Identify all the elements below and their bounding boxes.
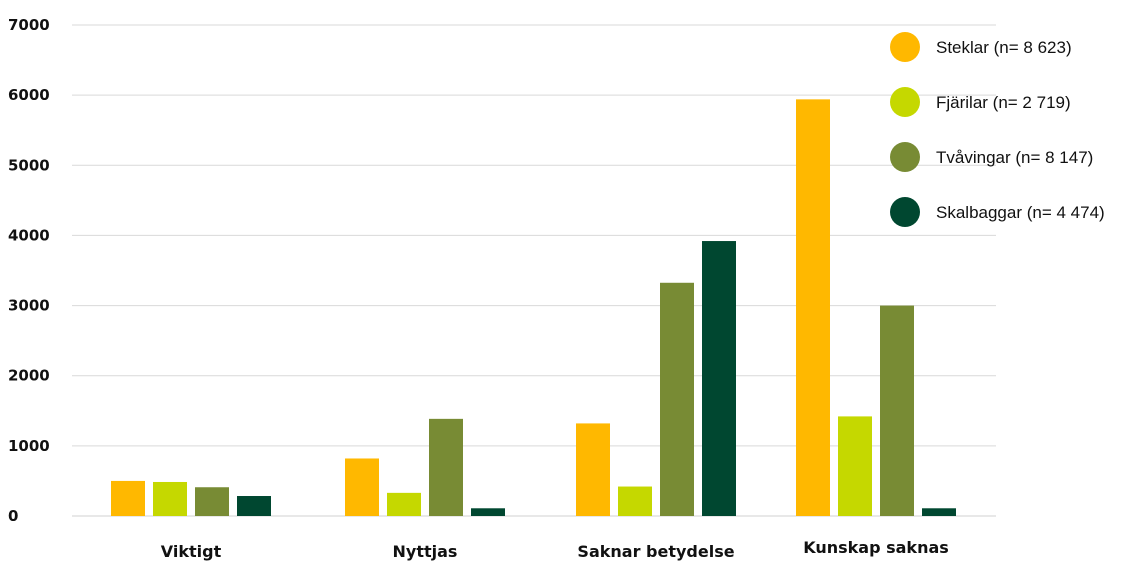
bar-kunskap-saknas-series-2 [880,305,914,516]
bar-kunskap-saknas-series-0 [796,99,830,516]
y-tick-label-1000: 1000 [8,437,50,455]
y-tick-label-3000: 3000 [8,297,50,315]
y-tick-label-2000: 2000 [8,367,50,385]
bar-saknar-betydelse-series-0 [576,423,610,516]
bar-viktigt-series-2 [195,487,229,516]
x-axis-tick-labels: Viktigt Nyttjas Saknar betydelse Kunskap sa… [161,538,949,561]
legend-marker-3 [890,197,920,227]
bar-nyttjas-series-0 [345,458,379,516]
bar-kunskap-saknas-series-1 [838,416,872,516]
x-tick-label-viktigt: Viktigt [161,542,222,561]
bar-nyttjas-series-2 [429,418,463,516]
bar-nyttjas-series-3 [471,508,505,516]
y-tick-label-7000: 7000 [8,16,50,34]
bar-viktigt-series-0 [111,480,145,516]
bar-nyttjas-series-1 [387,492,421,516]
legend-marker-1 [890,87,920,117]
bar-viktigt-series-3 [237,496,271,516]
bar-kunskap-saknas-series-3 [922,508,956,516]
legend: Steklar (n= 8 623) Fjärilar (n= 2 719) Två… [890,32,1105,227]
legend-label-1: Fjärilar (n= 2 719) [936,93,1071,112]
legend-marker-2 [890,142,920,172]
x-tick-label-nyttjas: Nyttjas [393,542,458,561]
legend-label-2: Tvåvingar (n= 8 147) [936,148,1093,167]
y-tick-label-0: 0 [8,507,18,525]
y-tick-label-5000: 5000 [8,156,50,174]
legend-label-3: Skalbaggar (n= 4 474) [936,203,1105,222]
legend-marker-0 [890,32,920,62]
bar-saknar-betydelse-series-3 [702,241,736,517]
y-tick-label-6000: 6000 [8,86,50,104]
bar-saknar-betydelse-series-1 [618,486,652,516]
bar-saknar-betydelse-series-2 [660,282,694,516]
legend-label-0: Steklar (n= 8 623) [936,38,1072,57]
bars [111,99,956,517]
y-tick-label-4000: 4000 [8,226,50,244]
y-axis-tick-labels: 0 1000 2000 3000 4000 5000 6000 7000 [8,16,50,525]
x-tick-label-saknar-betydelse: Saknar betydelse [577,542,734,561]
bar-viktigt-series-1 [153,481,187,516]
x-tick-label-kunskap-saknas: Kunskap saknas [803,538,949,557]
